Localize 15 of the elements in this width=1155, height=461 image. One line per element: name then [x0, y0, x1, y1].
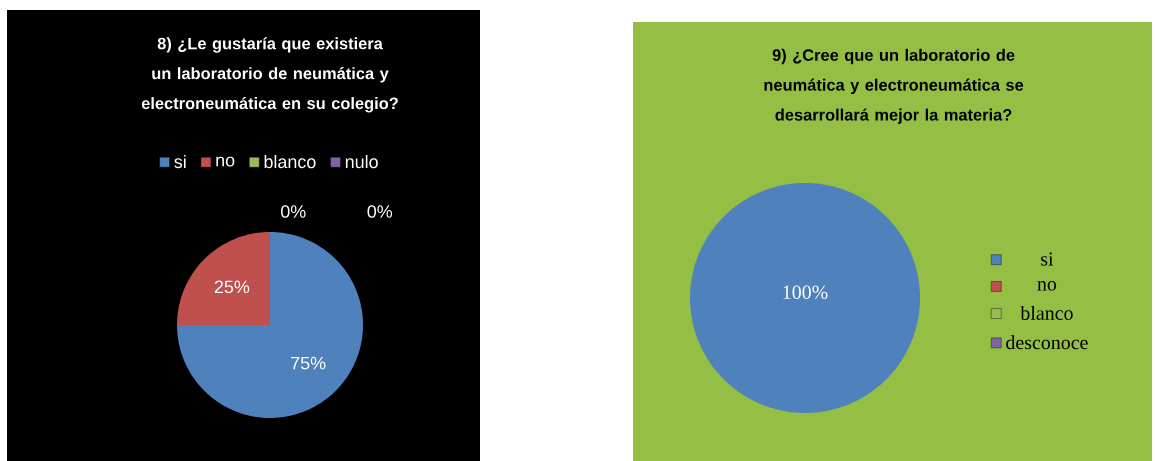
legend-label: si — [1041, 252, 1054, 266]
legend-label: no — [1037, 281, 1057, 291]
legend-label: nulo — [345, 154, 378, 169]
chart-title: 9) ¿Cree que un laboratorio de neumática y electroneumática se desarrollará mejor la materia? — [764, 48, 1024, 124]
data-label: 25% — [214, 280, 250, 294]
text: 0% — [281, 205, 306, 218]
legend-label: si — [174, 154, 186, 169]
legend-label: blanco — [1020, 305, 1073, 320]
data-label: 75% — [291, 356, 326, 370]
text: 0% — [367, 205, 393, 218]
legend-label: blanco — [264, 154, 316, 169]
legend-label: no — [216, 156, 235, 167]
chart-title: 8) ¿Le gustaría que existiera un laboratorio de neumática y electroneumática en su colegio? — [141, 37, 398, 113]
data-label: 100% — [783, 285, 828, 299]
legend-label: desconoce — [1006, 335, 1088, 350]
